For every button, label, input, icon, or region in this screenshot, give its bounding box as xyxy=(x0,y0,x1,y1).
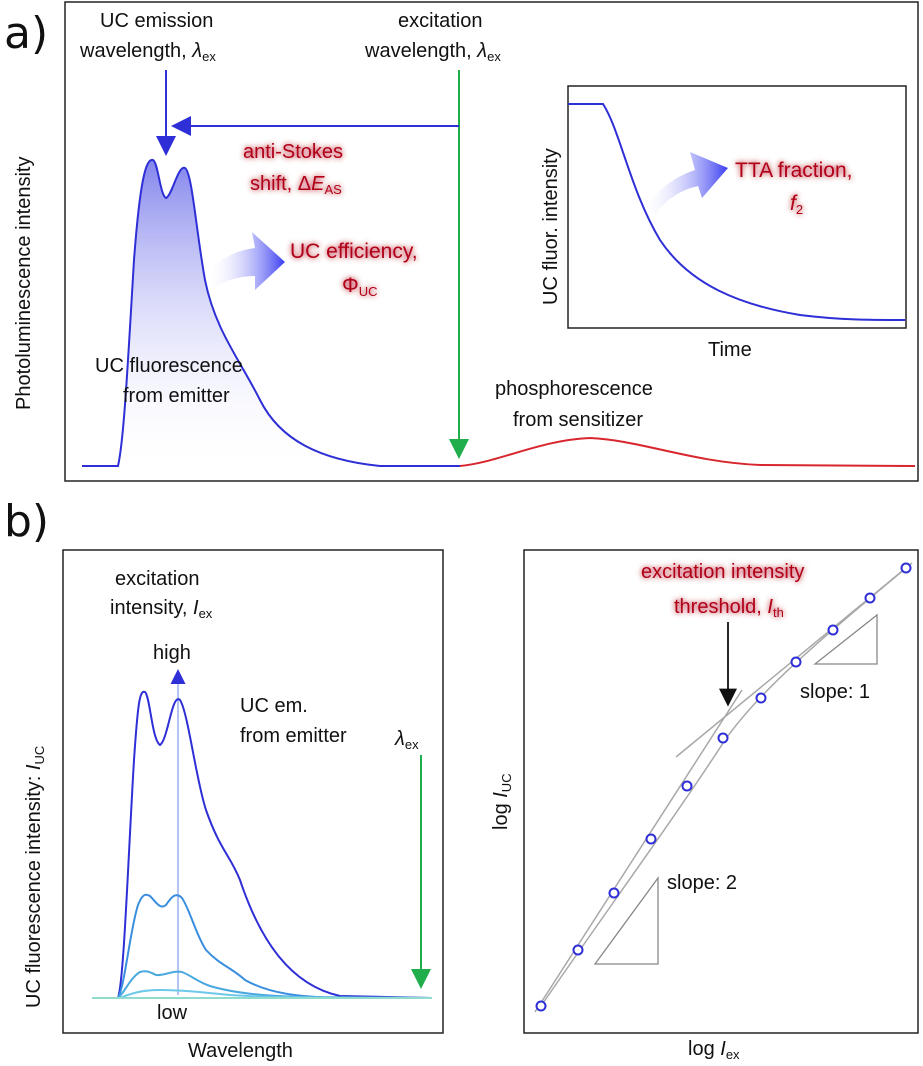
data-point xyxy=(681,780,693,792)
data-point xyxy=(645,833,657,845)
uc-em-label-2: from emitter xyxy=(240,725,347,747)
uc-efficiency-label: UC efficiency, xyxy=(290,240,418,263)
uc-efficiency-arrow xyxy=(210,232,285,290)
spectrum-line-blue xyxy=(82,158,460,467)
uc-emission-label-2: wavelength, λex xyxy=(79,40,216,64)
anti-stokes-label-1: anti-Stokes xyxy=(243,141,343,163)
panel-b-left-xlabel: Wavelength xyxy=(188,1040,293,1062)
panel-b-right-xlabel: log Iex xyxy=(688,1038,740,1062)
data-point xyxy=(535,1000,547,1012)
threshold-label-1: excitation intensity xyxy=(641,561,804,583)
spectrum-mid xyxy=(92,970,433,999)
spectrum-highest xyxy=(92,690,433,999)
uc-efficiency-symbol: ΦUC xyxy=(342,274,378,299)
inset-ylabel: UC fluor. intensity xyxy=(540,148,562,305)
slope2-triangle xyxy=(593,876,659,965)
fit-curve xyxy=(540,567,907,1007)
panel-a-ylabel: Photoluminescence intensity xyxy=(13,157,35,410)
slope1-label: slope: 1 xyxy=(800,681,870,703)
excitation-intensity-label-1: excitation xyxy=(115,568,200,590)
excitation-label-1: excitation xyxy=(398,10,483,32)
data-point xyxy=(827,624,839,636)
uc-emission-label-1: UC emission xyxy=(100,10,213,32)
data-point xyxy=(900,562,912,574)
slope2-label: slope: 2 xyxy=(667,872,737,894)
tta-symbol: f2 xyxy=(790,192,803,217)
data-points xyxy=(535,562,912,1012)
spectrum-high xyxy=(92,893,432,999)
anti-stokes-label-2: shift, ΔEAS xyxy=(250,173,342,197)
panel-a-frame xyxy=(64,1,919,482)
inset-frame xyxy=(567,85,907,329)
tta-arrow xyxy=(645,152,728,215)
data-point xyxy=(608,887,620,899)
data-point xyxy=(755,692,767,704)
threshold-label-2: threshold, Ith xyxy=(674,596,784,620)
lambda-ex-label: λex xyxy=(394,728,419,752)
slope1-triangle xyxy=(813,613,878,665)
phosphorescence-label-1: phosphorescence xyxy=(495,378,653,400)
phosphorescence-label-2: from sensitizer xyxy=(513,409,643,431)
excitation-intensity-label-2: intensity, Iex xyxy=(110,597,213,621)
panel-a-letter: a) xyxy=(4,8,48,59)
panel-b-letter: b) xyxy=(4,496,49,547)
data-point xyxy=(790,656,802,668)
inset-decay-curve xyxy=(568,103,906,321)
uc-fluorescence-label-2: from emitter xyxy=(123,385,230,407)
uc-fluorescence-fill xyxy=(120,159,380,466)
data-point xyxy=(717,732,729,744)
excitation-label-2: wavelength, λex xyxy=(364,40,501,64)
low-label: low xyxy=(157,1002,188,1024)
uc-em-label-1: UC em. xyxy=(240,695,308,717)
fit-line-slope2 xyxy=(534,689,743,1013)
panel-b-left-frame xyxy=(62,549,444,1034)
spectrum-line-red xyxy=(459,436,916,467)
high-label: high xyxy=(153,642,191,664)
panel-b-left-ylabel: UC fluorescence intensity: IUC xyxy=(23,746,47,1008)
data-point xyxy=(864,592,876,604)
tta-label: TTA fraction, xyxy=(735,159,852,182)
panel-b-right-ylabel: log IUC xyxy=(490,773,514,830)
uc-fluorescence-label-1: UC fluorescence xyxy=(95,355,243,377)
data-point xyxy=(572,944,584,956)
panel-b-right-frame xyxy=(523,549,919,1034)
inset-xlabel: Time xyxy=(708,339,752,361)
